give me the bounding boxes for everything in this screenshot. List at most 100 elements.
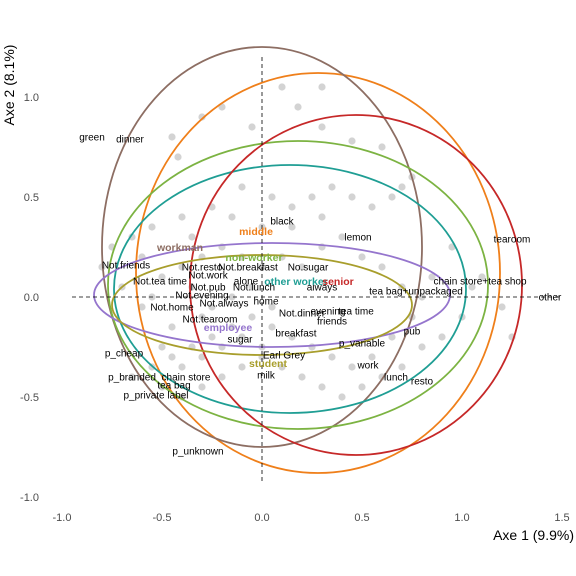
- individual-point: [378, 263, 386, 271]
- variable-label: sugar: [227, 335, 253, 346]
- variable-label: breakfast: [275, 329, 316, 340]
- individual-point: [278, 363, 286, 371]
- variable-label: p_variable: [339, 339, 386, 350]
- variable-label: home: [253, 297, 278, 308]
- ellipse-employee: [93, 242, 451, 348]
- individual-point: [178, 213, 186, 221]
- variable-label: resto: [411, 377, 434, 388]
- variable-label: Not.tea time: [133, 277, 187, 288]
- variable-label: work: [356, 361, 379, 372]
- variable-label: p_private label: [123, 391, 188, 402]
- variable-label: black: [270, 217, 294, 228]
- group-label: workman: [156, 242, 203, 254]
- individual-point: [208, 333, 216, 341]
- individual-point: [158, 273, 166, 281]
- individual-point: [348, 363, 356, 371]
- variable-label: always: [307, 283, 338, 294]
- individual-point: [438, 333, 446, 341]
- individual-point: [388, 333, 396, 341]
- variable-label: Not.work: [188, 271, 228, 282]
- x-tick-label: -0.5: [153, 512, 172, 524]
- variable-label: Not.resto: [182, 263, 223, 274]
- variable-label: p_unknown: [172, 447, 223, 458]
- individual-point: [228, 323, 236, 331]
- individual-point: [128, 373, 136, 381]
- x-tick-label: 0.5: [354, 512, 369, 524]
- confidence-ellipses: [93, 46, 523, 474]
- individual-point: [318, 213, 326, 221]
- variable-label: dinner: [116, 135, 144, 146]
- individual-point: [268, 193, 276, 201]
- individual-point: [248, 123, 256, 131]
- x-tick-label: -1.0: [53, 512, 72, 524]
- group-labels: middle workman non-worker other workersenio…: [156, 226, 354, 370]
- ellipse-other-worker: [113, 164, 467, 414]
- individual-point: [278, 83, 286, 91]
- variable-label: milk: [257, 371, 276, 382]
- individual-point: [308, 343, 316, 351]
- variable-label: No.sugar: [288, 263, 329, 274]
- variable-label: tea time: [338, 307, 374, 318]
- variable-label: tearoom: [494, 235, 531, 246]
- y-tick-label: 0.5: [24, 192, 39, 204]
- variable-label: Not.friends: [102, 261, 150, 272]
- variable-label: green: [79, 133, 105, 144]
- individual-point: [248, 283, 256, 291]
- individual-point: [238, 333, 246, 341]
- individual-point: [178, 363, 186, 371]
- individual-point: [478, 273, 486, 281]
- individual-point: [148, 223, 156, 231]
- variable-label: Not.home: [150, 303, 194, 314]
- individual-point: [428, 273, 436, 281]
- individual-point: [228, 213, 236, 221]
- individual-point: [318, 83, 326, 91]
- variable-label: other: [539, 293, 562, 304]
- individual-point: [288, 223, 296, 231]
- individual-point: [338, 393, 346, 401]
- individual-point: [498, 303, 506, 311]
- x-tick-label: 1.5: [554, 512, 569, 524]
- individual-point: [198, 353, 206, 361]
- group-label: student: [249, 358, 287, 370]
- individual-point: [358, 253, 366, 261]
- variable-label: Not.tearoom: [182, 315, 237, 326]
- individual-point: [338, 233, 346, 241]
- y-tick-label: 0.0: [24, 292, 39, 304]
- individual-point: [248, 313, 256, 321]
- individual-point: [318, 383, 326, 391]
- individual-point: [358, 383, 366, 391]
- ellipse-workman: [101, 46, 423, 448]
- variable-label: lunch: [384, 373, 408, 384]
- y-axis-ticks: -1.0 -0.5 0.0 0.5 1.0: [20, 92, 39, 504]
- individual-point: [158, 343, 166, 351]
- ellipse-senior: [189, 114, 523, 456]
- ellipse-middle: [135, 72, 501, 474]
- individual-point: [288, 333, 296, 341]
- individual-point: [298, 373, 306, 381]
- group-label: senior: [322, 276, 354, 288]
- x-tick-label: 0.0: [254, 512, 269, 524]
- individual-point: [368, 203, 376, 211]
- variable-label: pub: [404, 327, 421, 338]
- y-axis-title: Axe 2 (8.1%): [1, 45, 17, 126]
- individual-point: [418, 343, 426, 351]
- individual-point: [308, 193, 316, 201]
- variable-label: chain store+tea shop: [433, 277, 527, 288]
- variable-label: alone: [234, 277, 259, 288]
- individual-point: [328, 183, 336, 191]
- variable-label: Not.pub: [190, 283, 225, 294]
- individual-point: [468, 283, 476, 291]
- variable-label: p_branded: [108, 373, 156, 384]
- variable-label: p_cheap: [105, 349, 144, 360]
- individual-point: [294, 103, 302, 111]
- x-axis-ticks: -1.0 -0.5 0.0 0.5 1.0 1.5: [53, 512, 570, 524]
- individual-point: [208, 303, 216, 311]
- variable-label: friends: [317, 317, 347, 328]
- group-label: other worker: [264, 276, 328, 288]
- individual-point: [318, 123, 326, 131]
- variable-label: tea bag+unpackaged: [369, 287, 463, 298]
- y-tick-label: -1.0: [20, 492, 39, 504]
- variable-label: evening: [310, 307, 345, 318]
- individual-point: [218, 373, 226, 381]
